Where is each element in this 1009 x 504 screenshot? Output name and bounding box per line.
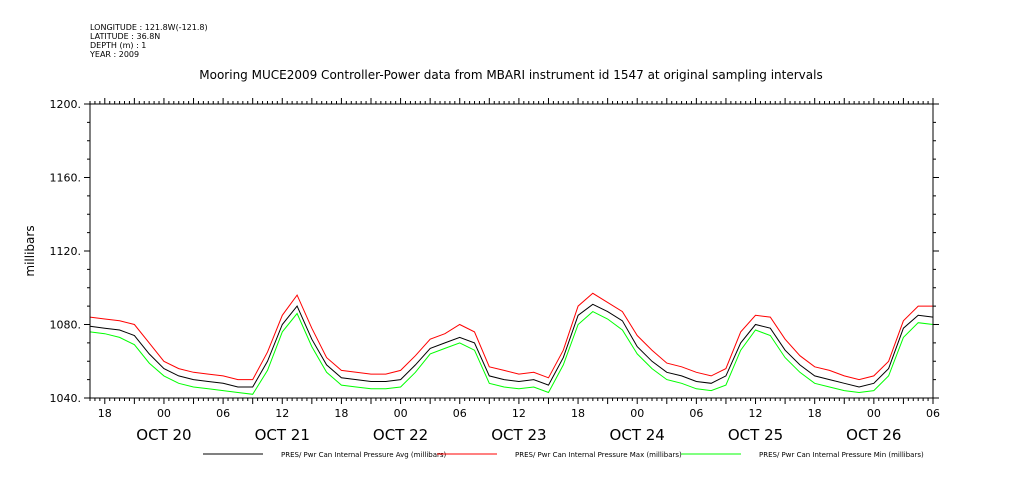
y-tick-label: 1040. xyxy=(50,392,82,405)
legend-label: PRES/ Pwr Can Internal Pressure Min (mil… xyxy=(759,451,924,459)
x-day-label: OCT 20 xyxy=(136,426,191,444)
x-tick-label: 06 xyxy=(216,407,230,420)
legend-label: PRES/ Pwr Can Internal Pressure Max (mil… xyxy=(515,451,682,459)
x-day-label: OCT 26 xyxy=(846,426,901,444)
y-tick-label: 1120. xyxy=(50,245,82,258)
plot-frame xyxy=(89,103,934,399)
x-tick-label: 06 xyxy=(689,407,703,420)
x-tick-label: 12 xyxy=(275,407,289,420)
y-axis: 1040. 1080. 1120. 1160. 1200. xyxy=(50,98,939,405)
x-tick-label: 18 xyxy=(808,407,822,420)
x-tick-label: 18 xyxy=(571,407,585,420)
x-tick-label: 18 xyxy=(334,407,348,420)
y-tick-label: 1080. xyxy=(50,319,82,332)
metadata-block: LONGITUDE : 121.8W(-121.8) LATITUDE : 36… xyxy=(89,23,208,59)
longitude-text: LONGITUDE : 121.8W(-121.8) xyxy=(90,23,208,32)
year-text: YEAR : 2009 xyxy=(89,50,139,59)
x-tick-label: 12 xyxy=(749,407,763,420)
x-day-label: OCT 22 xyxy=(373,426,428,444)
chart-title: Mooring MUCE2009 Controller-Power data f… xyxy=(199,68,822,82)
legend: PRES/ Pwr Can Internal Pressure Avg (mil… xyxy=(203,451,924,459)
plot-area xyxy=(89,292,934,395)
x-tick-label: 00 xyxy=(157,407,171,420)
latitude-text: LATITUDE : 36.8N xyxy=(90,32,160,41)
x-day-label: OCT 23 xyxy=(491,426,546,444)
legend-label: PRES/ Pwr Can Internal Pressure Avg (mil… xyxy=(281,451,447,459)
x-tick-label: 00 xyxy=(394,407,408,420)
x-tick-label: 18 xyxy=(98,407,112,420)
x-tick-label: 00 xyxy=(867,407,881,420)
y-axis-label: millibars xyxy=(23,225,37,276)
y-tick-label: 1160. xyxy=(50,172,82,185)
x-axis: 18 00 06 12 18 00 06 12 18 00 06 12 18 00 06 OCT 20 OCT … xyxy=(89,98,940,444)
x-tick-label: 12 xyxy=(512,407,526,420)
series-line-max xyxy=(89,292,933,381)
x-tick-label: 06 xyxy=(453,407,467,420)
y-tick-label: 1200. xyxy=(50,98,82,111)
x-day-label: OCT 25 xyxy=(728,426,783,444)
x-day-label: OCT 24 xyxy=(610,426,665,444)
x-tick-label: 06 xyxy=(926,407,940,420)
depth-text: DEPTH (m) : 1 xyxy=(90,41,146,50)
series-line-min xyxy=(89,311,934,395)
series-line-avg xyxy=(89,303,934,388)
x-day-label: OCT 21 xyxy=(255,426,310,444)
x-tick-label: 00 xyxy=(630,407,644,420)
